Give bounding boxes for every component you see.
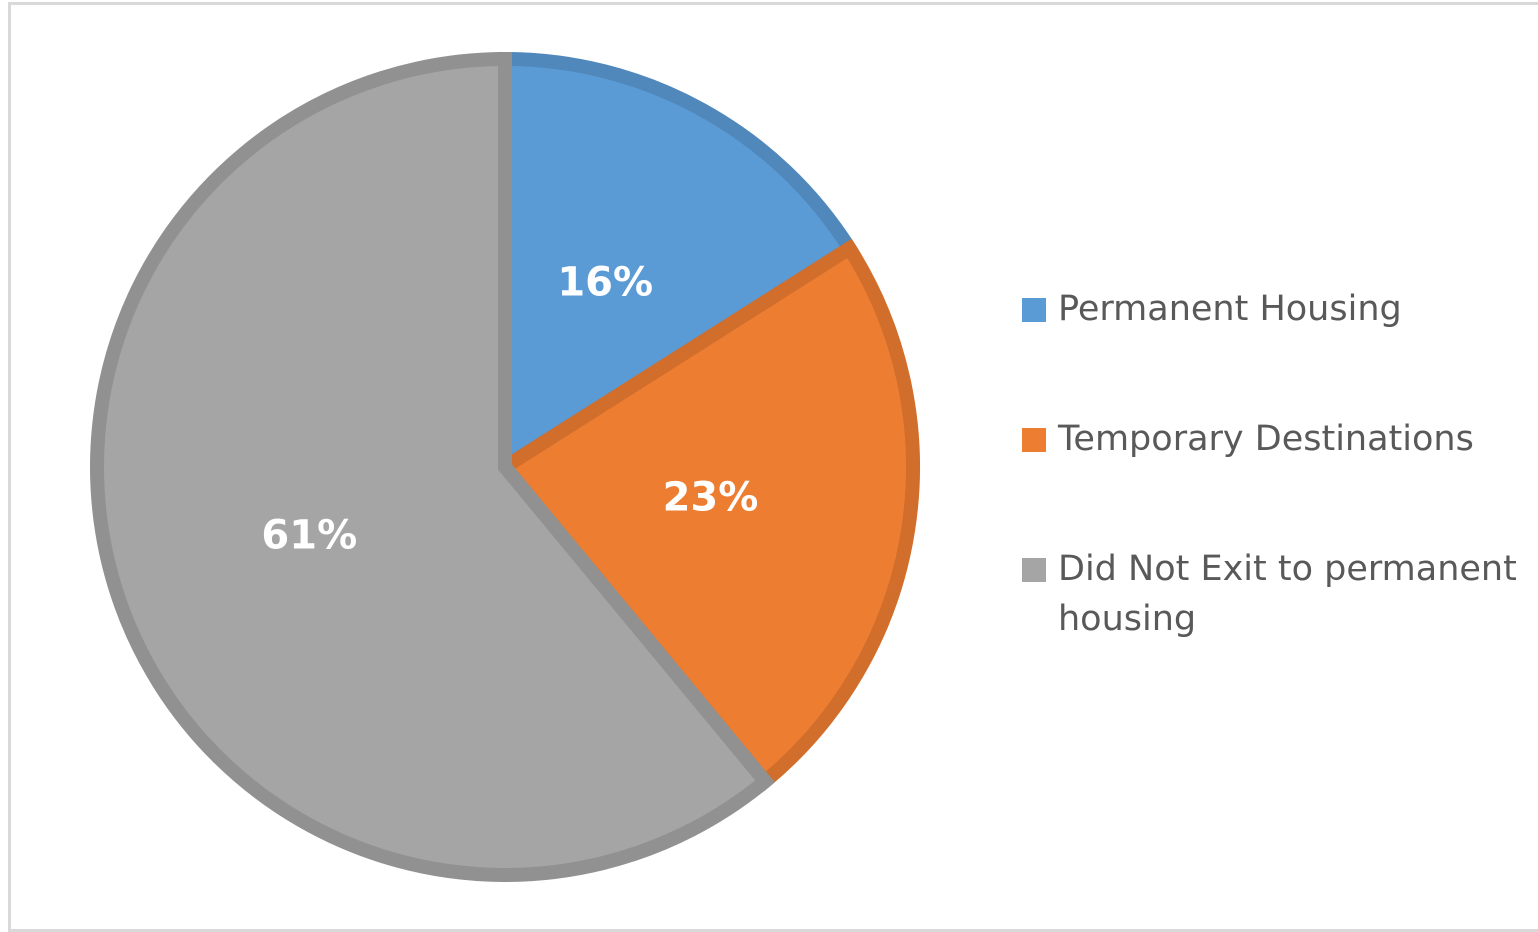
pie-slice bbox=[498, 51, 860, 480]
legend-swatch bbox=[1022, 298, 1046, 322]
data-label: 61% bbox=[261, 512, 357, 558]
data-label: 16% bbox=[557, 260, 653, 306]
data-label: 23% bbox=[663, 475, 759, 521]
pie-slice bbox=[494, 238, 920, 792]
legend-swatch bbox=[1022, 558, 1046, 582]
legend-entry: Temporary Destinations bbox=[1022, 414, 1522, 464]
legend-swatch bbox=[1022, 428, 1046, 452]
legend-label: Temporary Destinations bbox=[1058, 419, 1474, 459]
pie-slice bbox=[90, 51, 775, 882]
legend-entry: Permanent Housing bbox=[1022, 284, 1522, 334]
legend: Permanent Housing Temporary Destinations D… bbox=[1022, 284, 1522, 724]
legend-entry: Did Not Exit to permanent housing bbox=[1022, 544, 1522, 644]
legend-label: Permanent Housing bbox=[1058, 289, 1402, 329]
legend-label: Did Not Exit to permanent housing bbox=[1058, 549, 1517, 639]
